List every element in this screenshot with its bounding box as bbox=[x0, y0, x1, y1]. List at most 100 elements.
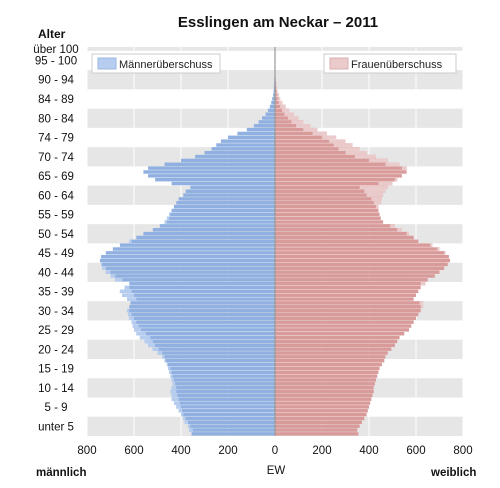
male-bar bbox=[172, 382, 275, 386]
age-tick-label: 74 - 79 bbox=[38, 133, 74, 145]
male-bar bbox=[184, 420, 275, 425]
female-bar bbox=[275, 332, 405, 336]
female-bar bbox=[275, 355, 386, 359]
age-tick-label: 60 - 64 bbox=[38, 190, 74, 202]
female-bar bbox=[275, 243, 433, 247]
male-bar bbox=[171, 208, 275, 213]
male-surplus-bar bbox=[176, 405, 181, 409]
age-tick-label: 55 - 59 bbox=[38, 210, 74, 222]
female-bar bbox=[275, 308, 421, 313]
female-bar bbox=[275, 216, 381, 220]
age-tick-label: 70 - 74 bbox=[38, 152, 74, 164]
male-bar bbox=[191, 432, 275, 436]
female-bar bbox=[275, 370, 379, 374]
male-bar bbox=[246, 127, 275, 132]
female-bar bbox=[275, 154, 377, 159]
male-bar bbox=[171, 393, 275, 398]
male-bar bbox=[171, 397, 275, 401]
male-bar bbox=[267, 108, 275, 113]
male-bar bbox=[122, 293, 275, 297]
male-surplus-bar bbox=[131, 320, 137, 324]
female-bar bbox=[275, 278, 428, 282]
female-surplus-bar bbox=[371, 197, 382, 201]
female-surplus-bar bbox=[303, 127, 318, 132]
age-tick-label: über 100 bbox=[33, 44, 78, 56]
male-surplus-bar bbox=[105, 270, 111, 274]
male-bar bbox=[269, 104, 275, 109]
female-bar bbox=[275, 228, 402, 232]
male-bar bbox=[119, 243, 276, 247]
male-surplus-bar bbox=[170, 389, 177, 394]
female-bar bbox=[275, 97, 281, 101]
male-surplus-bar bbox=[148, 343, 156, 348]
female-bar bbox=[275, 162, 400, 166]
female-surplus-bar bbox=[390, 224, 395, 228]
male-surplus-bar bbox=[102, 266, 106, 270]
female-bar bbox=[275, 401, 371, 405]
male-surplus-bar bbox=[172, 382, 176, 386]
female-bar bbox=[275, 343, 395, 348]
female-bar bbox=[275, 374, 378, 378]
female-bar bbox=[275, 181, 393, 186]
male-bar bbox=[105, 270, 275, 274]
male-surplus-bar bbox=[178, 409, 183, 413]
male-bar bbox=[152, 228, 275, 232]
female-surplus-bar bbox=[287, 116, 299, 120]
female-bar bbox=[275, 131, 327, 136]
female-bar bbox=[275, 224, 395, 228]
x-tick-labels: 800 600 400 200 0 200 400 600 800 bbox=[77, 445, 472, 457]
male-bar bbox=[148, 166, 275, 170]
female-surplus-bar bbox=[419, 301, 424, 305]
male-surplus-bar bbox=[144, 339, 153, 344]
female-surplus-bar bbox=[296, 124, 311, 128]
female-bar bbox=[275, 124, 311, 128]
male-bar bbox=[102, 266, 276, 270]
female-bar bbox=[275, 220, 384, 224]
female-bar bbox=[275, 204, 379, 209]
female-bar bbox=[275, 231, 409, 236]
female-surplus-bar bbox=[359, 185, 388, 190]
male-surplus-bar bbox=[129, 316, 134, 321]
male-surplus-bar bbox=[171, 378, 174, 382]
x-tick-label: 600 bbox=[124, 445, 143, 457]
female-bar bbox=[275, 281, 426, 286]
male-bar bbox=[110, 274, 275, 278]
female-bar bbox=[275, 428, 358, 432]
female-bar bbox=[275, 285, 421, 290]
female-bar bbox=[275, 170, 407, 174]
male-surplus-bar bbox=[129, 239, 132, 244]
female-surplus-bar bbox=[284, 112, 294, 116]
legend-male-box bbox=[91, 53, 221, 74]
female-bar bbox=[275, 378, 377, 382]
legend-male-swatch bbox=[97, 57, 117, 70]
female-bar bbox=[275, 320, 414, 324]
male-bar bbox=[115, 278, 275, 282]
female-surplus-bar bbox=[397, 228, 402, 232]
x-tick-label: 200 bbox=[218, 445, 237, 457]
female-surplus-bar bbox=[280, 104, 286, 109]
male-surplus-bar bbox=[166, 216, 170, 220]
male-surplus-bar bbox=[126, 297, 137, 301]
female-bar bbox=[275, 85, 277, 89]
male-bar bbox=[129, 281, 275, 286]
female-bar bbox=[275, 197, 382, 201]
male-bar bbox=[129, 305, 275, 309]
male-bar bbox=[188, 424, 275, 428]
male-bar bbox=[148, 343, 275, 348]
female-surplus-bar bbox=[376, 204, 379, 209]
female-bar bbox=[275, 166, 407, 170]
female-bar bbox=[275, 139, 346, 143]
legend-female-swatch bbox=[329, 57, 349, 70]
x-tick-label: 0 bbox=[272, 445, 278, 457]
female-bar bbox=[275, 305, 424, 309]
x-axis-label: EW bbox=[267, 465, 286, 477]
female-bar bbox=[275, 247, 440, 251]
female-bar bbox=[275, 270, 440, 274]
male-bar bbox=[131, 320, 275, 324]
age-tick-label: 45 - 49 bbox=[38, 248, 74, 260]
male-bar bbox=[164, 220, 275, 224]
male-bar bbox=[189, 428, 275, 432]
female-bar bbox=[275, 324, 412, 328]
female-bar bbox=[275, 150, 367, 155]
female-surplus-bar bbox=[278, 100, 283, 105]
